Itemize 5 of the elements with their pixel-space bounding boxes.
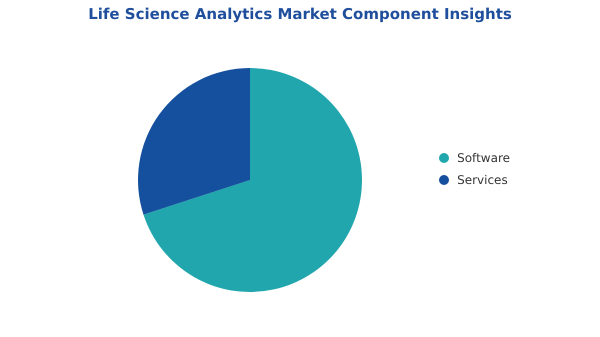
chart-title: Life Science Analytics Market Component Insights: [87, 5, 513, 23]
pie-slice: [143, 68, 362, 292]
legend-label: Services: [457, 172, 508, 188]
pie-slice: [138, 68, 250, 215]
legend-label: Software: [457, 150, 510, 166]
